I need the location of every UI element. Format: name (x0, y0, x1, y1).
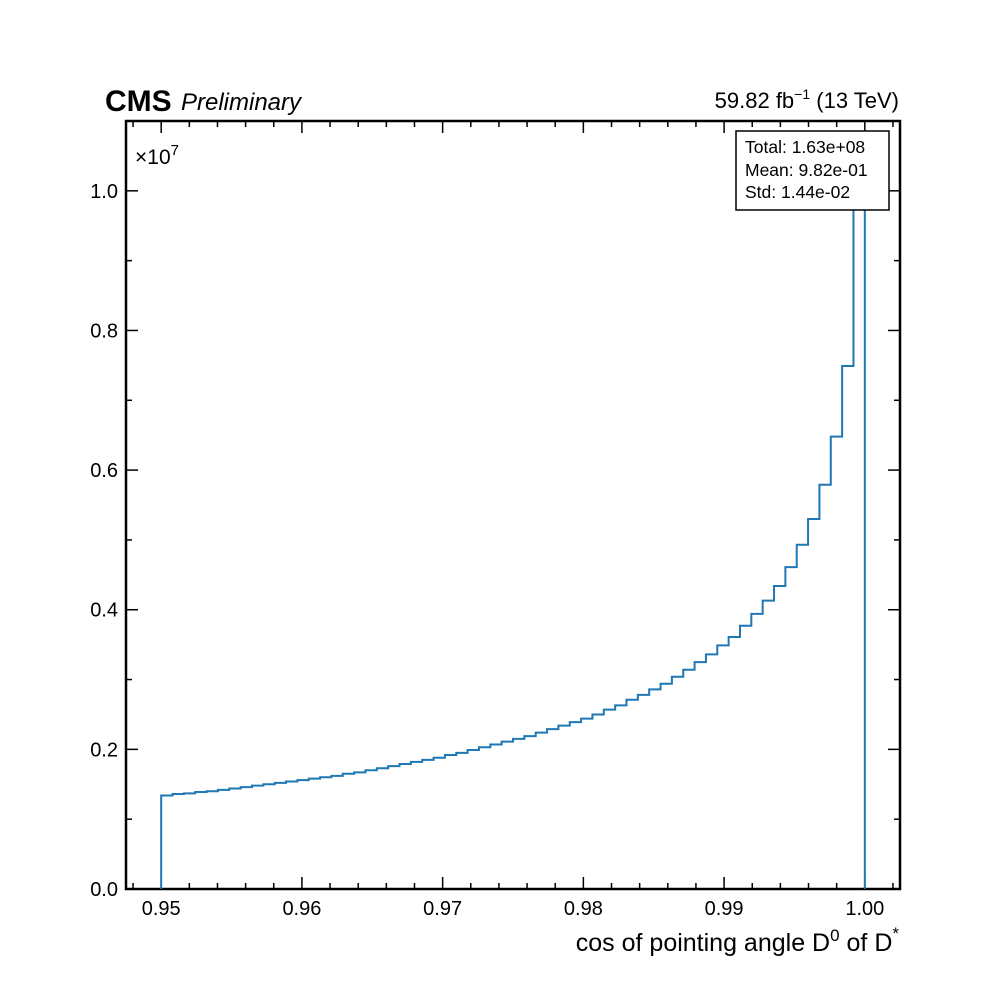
x-axis-label: cos of pointing angle D0 of D* (576, 924, 900, 957)
x-tick-label: 0.96 (282, 898, 321, 920)
lumi-label: 59.82 fb−1 (13 TeV) (715, 86, 899, 113)
histogram-line (160, 187, 866, 889)
x-tick-label: 0.99 (705, 898, 744, 920)
lumi-value: 59.82 fb (715, 88, 795, 113)
lumi-exponent: −1 (794, 86, 810, 102)
y-tick-label: 0.4 (90, 600, 118, 622)
preliminary-label: Preliminary (181, 89, 303, 116)
x-tick-label: 1.00 (845, 898, 884, 920)
x-axis-label-sup1: 0 (830, 926, 839, 945)
x-tick-label: 0.95 (142, 898, 181, 920)
y-tick-label: 0.0 (90, 879, 118, 901)
y-multiplier: ×107 (135, 142, 179, 169)
y-multiplier-exponent: 7 (171, 142, 179, 159)
stats-mean: Mean: 9.82e-01 (745, 160, 868, 180)
x-axis-label-mid: of D (840, 929, 893, 957)
y-multiplier-base: ×10 (135, 146, 171, 169)
x-tick-labels: 0.95 0.96 0.97 0.98 0.99 1.00 (142, 898, 885, 920)
y-tick-label: 0.2 (90, 739, 118, 761)
axis-ticks (126, 120, 900, 890)
y-tick-label: 0.6 (90, 460, 118, 482)
x-axis-label-main: cos of pointing angle D (576, 929, 830, 957)
stats-total: Total: 1.63e+08 (745, 137, 865, 157)
x-axis-label-sup2: * (892, 924, 899, 943)
cms-label: CMS (105, 85, 172, 118)
x-tick-label: 0.98 (564, 898, 603, 920)
y-tick-label: 1.0 (90, 181, 118, 203)
energy-label: (13 TeV) (810, 88, 899, 113)
y-tick-labels: 0.0 0.2 0.4 0.6 0.8 1.0 (90, 181, 118, 901)
plot-frame (124, 119, 902, 891)
stats-box (735, 130, 890, 211)
x-tick-label: 0.97 (423, 898, 462, 920)
stats-std: Std: 1.44e-02 (745, 182, 850, 202)
y-tick-label: 0.8 (90, 320, 118, 342)
